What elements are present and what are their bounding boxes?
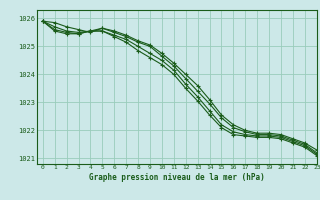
X-axis label: Graphe pression niveau de la mer (hPa): Graphe pression niveau de la mer (hPa) <box>89 173 265 182</box>
